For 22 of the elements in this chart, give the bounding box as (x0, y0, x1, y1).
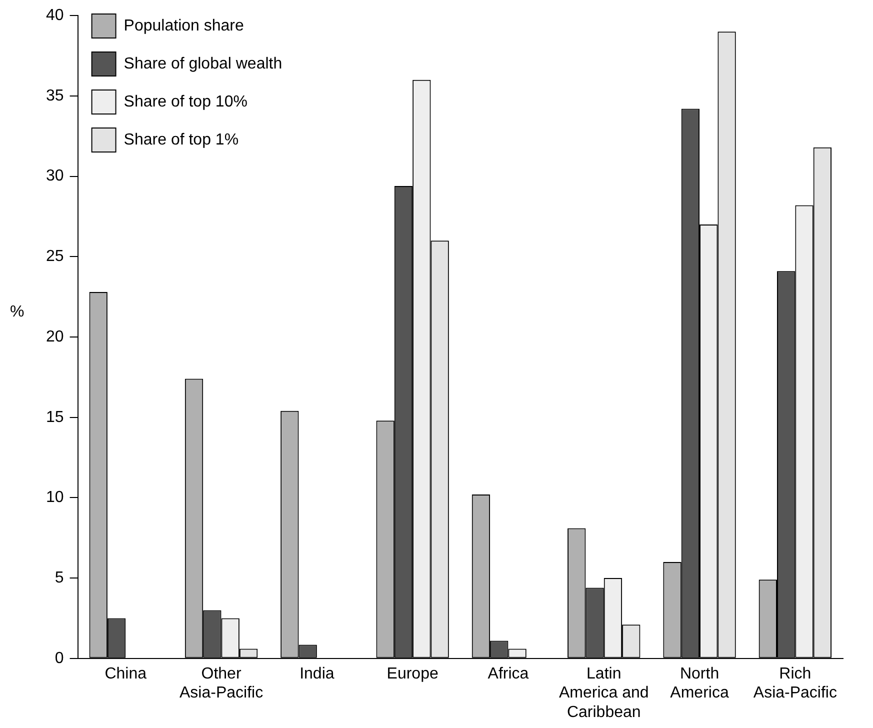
legend-label: Share of global wealth (124, 55, 282, 72)
y-tick-label: 40 (46, 7, 64, 24)
x-tick-label: North America (670, 665, 729, 702)
y-tick-label: 35 (46, 87, 64, 104)
y-tick-label: 20 (46, 328, 64, 346)
y-tick-label: 5 (54, 569, 64, 586)
y-tick-label: 10 (46, 489, 64, 506)
y-axis-title: % (10, 303, 24, 320)
y-tick-label: 25 (46, 248, 64, 266)
x-tick-label: India (300, 665, 334, 682)
x-tick-label: Latin America and Caribbean (558, 665, 649, 721)
x-tick-label: Rich Asia-Pacific (753, 665, 837, 702)
y-tick-label: 0 (54, 650, 64, 667)
x-tick-label: China (104, 665, 147, 682)
legend-label: Share of top 1% (124, 131, 239, 148)
legend-label: Share of top 10% (124, 93, 248, 110)
y-tick-label: 30 (46, 168, 64, 185)
y-tick-label: 15 (46, 408, 64, 426)
x-tick-label: Other Asia-Pacific (179, 665, 264, 702)
legend-label: Population share (124, 17, 244, 34)
x-tick-label: Africa (488, 665, 529, 682)
x-tick-label: Europe (386, 665, 438, 682)
